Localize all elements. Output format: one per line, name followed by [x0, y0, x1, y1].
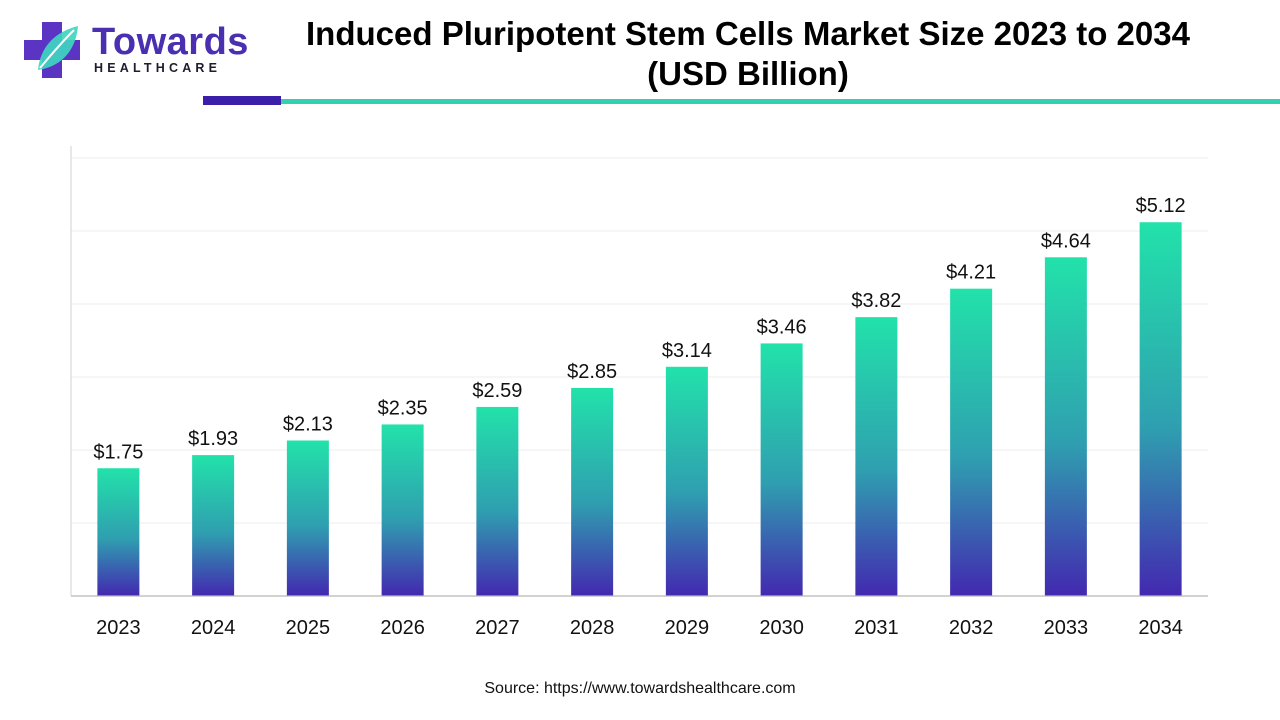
- value-label: $3.14: [662, 340, 712, 362]
- x-tick-label: 2032: [949, 617, 994, 639]
- value-label: $4.64: [1041, 230, 1091, 252]
- x-tick-label: 2031: [854, 617, 899, 639]
- bar-2029: [665, 366, 708, 596]
- bar-2023: [97, 468, 140, 596]
- title-underline-accent: [203, 96, 281, 105]
- value-label: $2.35: [378, 397, 428, 419]
- x-tick-label: 2029: [665, 617, 710, 639]
- value-label: $5.12: [1136, 195, 1186, 217]
- bar-2034: [1139, 222, 1182, 596]
- bar-2032: [950, 288, 993, 596]
- brand-name: Towards: [92, 21, 249, 63]
- bar-2033: [1044, 257, 1087, 596]
- medical-cross-leaf-icon: [24, 22, 80, 78]
- source-note: Source: https://www.towardshealthcare.co…: [484, 680, 796, 697]
- bar-2027: [476, 406, 519, 596]
- x-tick-label: 2025: [286, 617, 331, 639]
- value-label: $1.75: [93, 441, 143, 463]
- bar-2025: [286, 440, 329, 596]
- bar-2030: [760, 343, 803, 596]
- bar-2028: [571, 387, 614, 596]
- bar-2026: [381, 424, 424, 596]
- value-label: $2.13: [283, 414, 333, 436]
- x-axis-tick-labels: 2023 2024 2025 2026 2027 2028 2029 2030 2031 2032…: [96, 617, 1183, 639]
- bar-2024: [192, 455, 235, 596]
- x-tick-label: 2023: [96, 617, 141, 639]
- title-underline: [281, 99, 1280, 104]
- gridlines: [71, 157, 1208, 524]
- value-label: $3.46: [757, 316, 807, 338]
- x-tick-label: 2024: [191, 617, 236, 639]
- bar-chart: $1.75 $1.93 $2.13 $2.35 $2.59 $2.85 $3.14 $3.46…: [70, 146, 1208, 639]
- value-label: $2.59: [472, 380, 522, 402]
- x-tick-label: 2027: [475, 617, 520, 639]
- value-label: $1.93: [188, 428, 238, 450]
- bar-2031: [855, 317, 898, 596]
- x-tick-label: 2030: [759, 617, 804, 639]
- x-tick-label: 2026: [380, 617, 425, 639]
- x-tick-label: 2034: [1138, 617, 1183, 639]
- value-label: $2.85: [567, 361, 617, 383]
- brand-logo: Towards HEALTHCARE: [20, 18, 248, 82]
- bars: [97, 222, 1182, 596]
- value-label: $3.82: [851, 290, 901, 312]
- value-labels: $1.75 $1.93 $2.13 $2.35 $2.59 $2.85 $3.14 $3.46…: [93, 195, 1185, 463]
- x-tick-label: 2033: [1044, 617, 1089, 639]
- brand-tagline: HEALTHCARE: [94, 61, 222, 75]
- chart-title: Induced Pluripotent Stem Cells Market Si…: [306, 15, 1190, 92]
- x-tick-label: 2028: [570, 617, 615, 639]
- value-label: $4.21: [946, 262, 996, 284]
